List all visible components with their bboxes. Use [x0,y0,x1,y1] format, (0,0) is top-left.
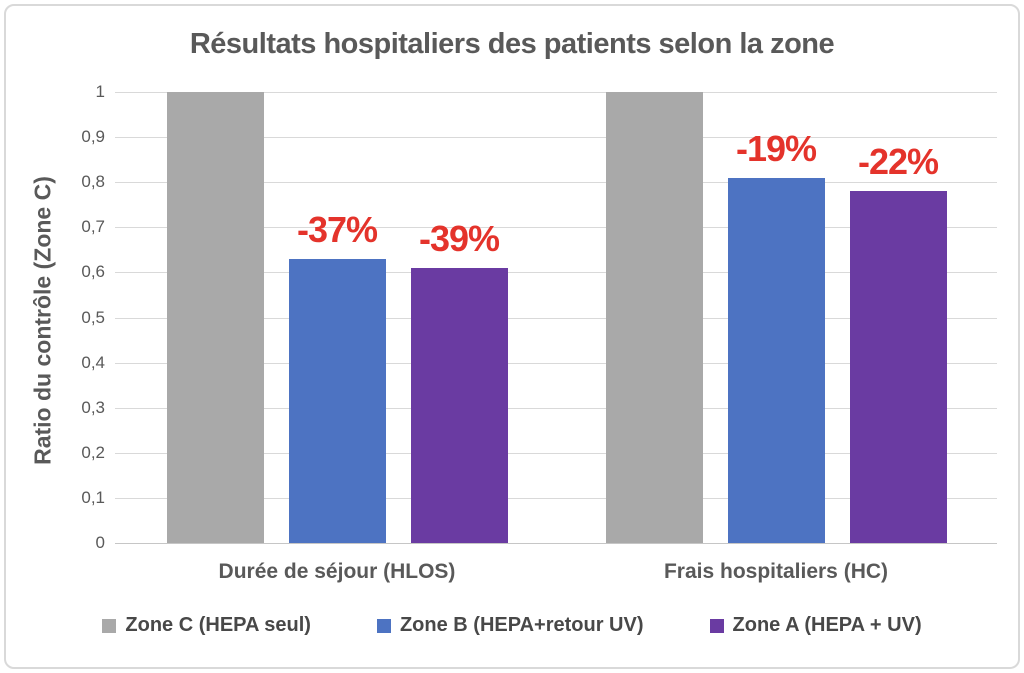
legend-swatch-icon [376,618,391,633]
legend-label: Zone C (HEPA seul) [125,614,311,636]
y-tick-label: 0,2 [81,442,105,462]
bar-annotation: -39% [418,217,500,259]
y-tick-label: 0 [95,533,105,552]
y-tick-label: 0,8 [81,172,105,192]
y-tick-label: 0,1 [81,487,105,507]
gridline [115,407,997,409]
y-tick-label: 1 [95,82,105,101]
y-tick-label: 0,4 [81,352,105,372]
bar-annotation: -19% [735,127,817,169]
x-axis-line [115,543,997,544]
legend-label: Zone B (HEPA+retour UV) [399,614,644,636]
y-tick-label: 0,9 [81,127,105,147]
gridline [115,362,997,364]
gridline [115,497,997,499]
chart-title: Résultats hospitaliers des patients selo… [189,28,835,60]
x-category-label: Durée de séjour (HLOS) [218,560,456,583]
gridline [115,272,997,274]
y-tick-label: 0,7 [81,217,105,237]
gridline [115,92,997,93]
gridline [115,452,997,454]
legend-label: Zone A (HEPA + UV) [732,614,922,636]
bar-zone-b-hepa-retour-uv-cat1 [727,177,825,543]
gridline [115,182,997,184]
legend-swatch-icon [709,618,724,633]
legend-item-zone-c-hepa-seul: Zone C (HEPA seul) [102,614,311,637]
bar-zone-a-hepa-uv-cat0 [410,267,508,543]
bar-zone-c-hepa-seul-cat0 [166,92,264,543]
gridline [115,137,997,139]
legend-item-zone-b-hepa-retour-uv: Zone B (HEPA+retour UV) [376,614,644,637]
y-tick-label: 0,6 [81,262,105,282]
legend: Zone C (HEPA seul) Zone B (HEPA+retour UV… [0,614,1024,637]
gridline [115,317,997,319]
y-tick-label: 0,3 [81,397,105,417]
bar-annotation: -37% [296,208,378,250]
bar-zone-a-hepa-uv-cat1 [849,191,947,543]
legend-swatch-icon [102,618,117,633]
bar-zone-c-hepa-seul-cat1 [605,92,703,543]
y-tick-label: 0,5 [81,307,105,327]
gridline [115,227,997,229]
x-category-label: Frais hospitaliers (HC) [663,560,889,583]
bar-zone-b-hepa-retour-uv-cat0 [288,258,386,543]
legend-item-zone-a-hepa-uv: Zone A (HEPA + UV) [709,614,922,637]
bar-annotation: -22% [857,141,939,183]
